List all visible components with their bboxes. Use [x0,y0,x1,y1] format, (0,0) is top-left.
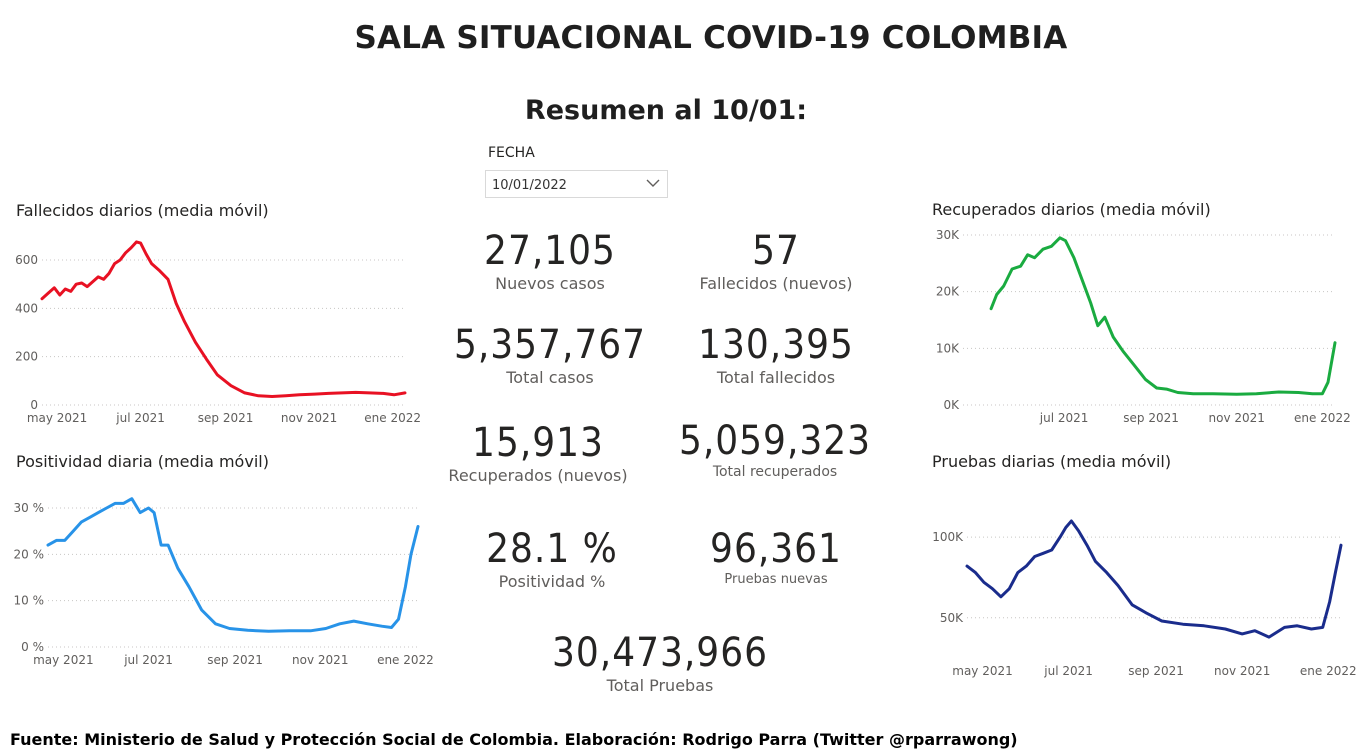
kpi-value: 5,357,767 [453,322,647,368]
x-tick-label: sep 2021 [1128,664,1184,678]
y-tick-label: 20K [936,285,960,299]
x-tick-label: ene 2022 [377,653,434,667]
date-slicer-value: 10/01/2022 [492,178,567,193]
x-tick-label: jul 2021 [1039,411,1089,425]
x-tick-label: ene 2022 [364,411,421,425]
positivity-chart-title: Positividad diaria (media móvil) [16,452,269,471]
y-tick-label: 10 % [14,594,45,608]
deaths-chart-title: Fallecidos diarios (media móvil) [16,201,269,220]
date-slicer-label: FECHA [488,145,535,161]
kpi-label: Positividad % [498,572,606,591]
kpi-value: 15,913 [472,420,604,466]
x-tick-label: may 2021 [27,411,88,425]
kpi-label: Nuevos casos [495,274,605,293]
kpi-total-deaths: 130,395 Total fallecidos [666,322,886,387]
kpi-label: Total recuperados [712,464,838,480]
kpi-total-tests: 30,473,966 Total Pruebas [540,630,780,695]
kpi-label: Fallecidos (nuevos) [699,274,853,293]
kpi-value: 5,059,323 [678,418,872,464]
kpi-label: Recuperados (nuevos) [448,466,628,485]
recovered-chart: 0K 10K 20K 30K jul 2021 sep 2021 nov 2021 ene 2… [936,228,1351,425]
y-tick-label: 400 [15,301,38,315]
recovered-chart-title: Recuperados diarios (media móvil) [932,200,1211,219]
y-tick-label: 50K [940,611,964,625]
kpi-new-deaths: 57 Fallecidos (nuevos) [676,228,876,293]
kpi-new-tests: 96,361 Pruebas nuevas [676,526,876,587]
x-tick-label: sep 2021 [207,653,263,667]
kpi-positivity: 28.1 % Positividad % [452,526,652,591]
y-tick-label: 600 [15,253,38,267]
kpi-value: 96,361 [710,526,842,572]
y-tick-label: 200 [15,350,38,364]
kpi-value: 57 [752,228,800,274]
series-line [46,497,420,633]
x-tick-label: nov 2021 [1214,664,1270,678]
x-tick-label: may 2021 [33,653,94,667]
x-tick-label: jul 2021 [1043,664,1093,678]
x-tick-label: nov 2021 [1209,411,1265,425]
kpi-new-cases: 27,105 Nuevos casos [450,228,650,293]
x-tick-label: jul 2021 [115,411,165,425]
kpi-new-recovered: 15,913 Recuperados (nuevos) [428,420,648,485]
x-tick-label: sep 2021 [198,411,254,425]
y-tick-label: 20 % [14,547,45,561]
tests-chart: 50K 100K may 2021 jul 2021 sep 2021 nov 2021 e… [932,519,1357,678]
series-line [965,519,1343,639]
x-tick-label: jul 2021 [123,653,173,667]
kpi-value: 30,473,966 [552,630,768,676]
kpi-total-recovered: 5,059,323 Total recuperados [660,418,890,480]
y-tick-label: 100K [932,530,964,544]
y-tick-label: 0 [30,398,38,412]
tests-chart-title: Pruebas diarias (media móvil) [932,452,1172,471]
x-tick-label: sep 2021 [1123,411,1179,425]
kpi-label: Total Pruebas [606,676,714,695]
kpi-value: 27,105 [484,228,616,274]
y-tick-label: 30 % [14,501,45,515]
x-tick-label: nov 2021 [281,411,337,425]
x-tick-label: ene 2022 [1294,411,1351,425]
y-tick-label: 10K [936,341,960,355]
series-line [40,240,407,398]
source-footer: Fuente: Ministerio de Salud y Protección… [10,730,1018,749]
x-tick-label: ene 2022 [1300,664,1357,678]
summary-title: Resumen al 10/01: [524,95,808,126]
deaths-chart: 0 200 400 600 may 2021 jul 2021 sep 2021 nov 20… [15,240,421,425]
kpi-total-cases: 5,357,767 Total casos [440,322,660,387]
x-tick-label: nov 2021 [292,653,348,667]
kpi-label: Total casos [506,368,594,387]
kpi-value: 130,395 [698,322,854,368]
kpi-label: Total fallecidos [716,368,836,387]
series-line [989,236,1337,396]
y-tick-label: 0K [943,398,960,412]
chevron-down-icon[interactable] [645,175,661,191]
positivity-chart: 0 % 10 % 20 % 30 % may 2021 jul 2021 sep 2021 n… [14,497,434,667]
page-title: SALA SITUACIONAL COVID-19 COLOMBIA [354,20,1068,56]
y-tick-label: 30K [936,228,960,242]
kpi-value: 28.1 % [486,526,618,572]
kpi-label: Pruebas nuevas [724,572,828,587]
x-tick-label: may 2021 [952,664,1013,678]
date-slicer-dropdown[interactable]: 10/01/2022 [485,170,668,198]
y-tick-label: 0 % [21,640,44,654]
